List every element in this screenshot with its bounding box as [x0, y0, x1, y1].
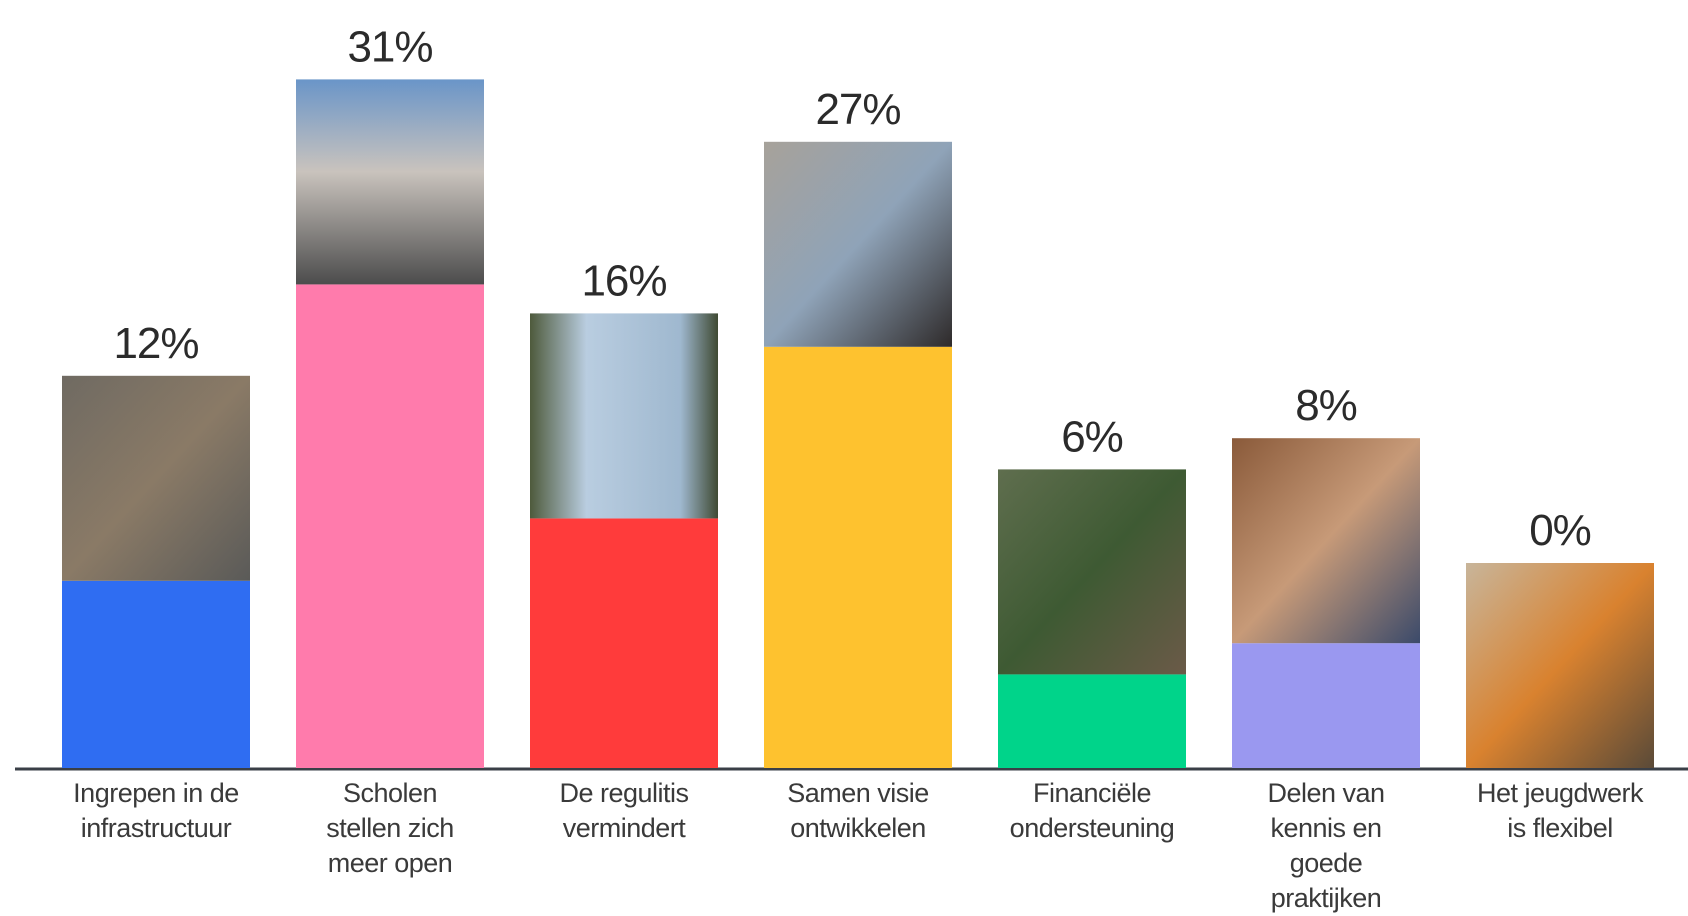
- x-tick-label: Financiële ondersteuning: [1009, 778, 1175, 843]
- x-tick-label: Ingrepen in de infrastructuur: [73, 778, 239, 843]
- photo: [998, 469, 1186, 675]
- value-label: 0%: [1529, 506, 1591, 555]
- category-label-box: Ingrepen in de infrastructuur: [73, 778, 239, 843]
- category-label-box: Scholen stellen zich meer open: [326, 778, 454, 878]
- x-tick-label: Delen van kennis en goede praktijken: [1267, 778, 1385, 913]
- bar: [998, 674, 1186, 768]
- bar: [296, 284, 484, 768]
- value-label: 12%: [113, 319, 198, 368]
- value-label: 6%: [1061, 412, 1123, 461]
- value-label: 27%: [815, 85, 900, 134]
- bar: [764, 346, 952, 768]
- photo: [1466, 563, 1654, 768]
- x-tick-label: Scholen stellen zich meer open: [326, 778, 454, 878]
- x-tick-label: De regulitis vermindert: [559, 778, 689, 843]
- category-label-box: Samen visie ontwikkelen: [787, 778, 929, 843]
- bar: [530, 518, 718, 768]
- bar: [62, 580, 250, 768]
- x-tick-label: Samen visie ontwikkelen: [787, 778, 929, 843]
- photo: [530, 313, 718, 519]
- value-label: 31%: [347, 22, 432, 71]
- category-label-box: Het jeugdwerk is flexibel: [1476, 778, 1644, 843]
- value-label: 8%: [1295, 381, 1357, 430]
- photo: [764, 141, 952, 347]
- category-label-box: Delen van kennis en goede praktijken: [1267, 778, 1385, 913]
- x-tick-label: Het jeugdwerk is flexibel: [1476, 778, 1644, 843]
- photo: [1232, 438, 1420, 644]
- photo: [62, 375, 250, 581]
- value-label: 16%: [581, 256, 666, 305]
- category-label-box: Financiële ondersteuning: [1009, 778, 1175, 843]
- bar: [1232, 643, 1420, 768]
- photo: [296, 79, 484, 285]
- category-label-box: De regulitis vermindert: [559, 778, 689, 843]
